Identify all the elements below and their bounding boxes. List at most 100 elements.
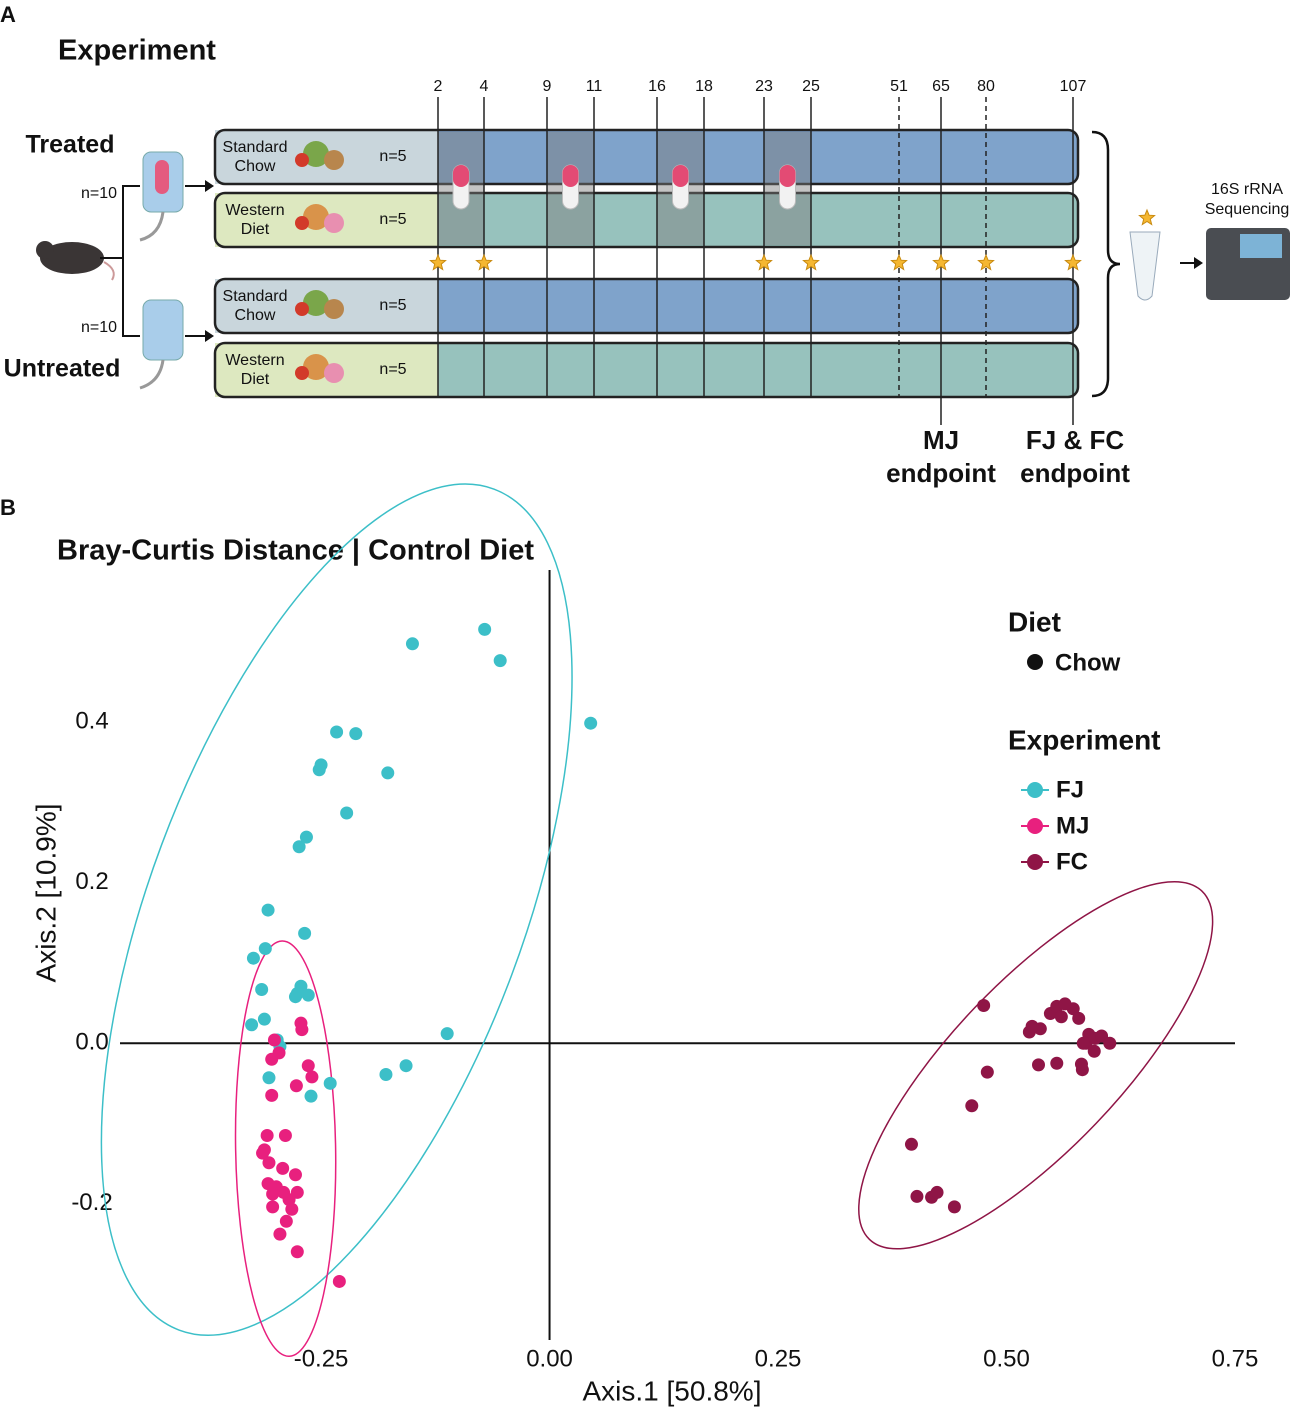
food-icon	[303, 290, 329, 316]
point	[1054, 1010, 1068, 1024]
x-axis-label: Axis.1 [50.8%]	[583, 1375, 762, 1406]
star-icon	[475, 253, 493, 271]
point	[930, 1185, 944, 1199]
legend-title: Experiment	[1008, 724, 1161, 755]
y-tick-label: 0.2	[75, 868, 108, 895]
day-label: 25	[802, 78, 820, 95]
diet-label: Diet	[241, 371, 270, 388]
chart-title: Bray-Curtis Distance | Control Diet	[57, 535, 534, 567]
x-tick-label: 0.75	[1212, 1345, 1259, 1372]
point	[405, 637, 419, 651]
star-icon	[932, 253, 950, 271]
point	[290, 1245, 304, 1259]
sequencing-label: Sequencing	[1205, 201, 1290, 218]
point	[295, 1023, 309, 1037]
arrow-head	[205, 180, 214, 342]
connector	[100, 185, 140, 337]
point	[904, 1137, 918, 1151]
diet-label: Western	[225, 202, 284, 219]
point	[266, 1187, 280, 1201]
legend-label: MJ	[1056, 812, 1089, 839]
diet-label: Chow	[235, 307, 276, 324]
point	[478, 622, 492, 636]
food-icon	[295, 216, 309, 230]
group-label: Untreated	[4, 355, 121, 383]
pill-icon	[453, 165, 469, 187]
legend-label: Chow	[1055, 649, 1121, 676]
group-size: n=5	[379, 211, 406, 228]
day-label: 16	[648, 78, 666, 95]
diet-box-outline	[213, 277, 1080, 335]
point	[301, 1059, 315, 1073]
pill-icon	[672, 165, 689, 187]
y-tick-label: 0.4	[75, 708, 108, 735]
bottle-spout	[139, 359, 165, 390]
day-label: 2	[434, 78, 443, 95]
legend-marker	[1027, 782, 1043, 798]
point	[493, 654, 507, 668]
group-size: n=5	[379, 297, 406, 314]
group-size: n=5	[379, 361, 406, 378]
point	[947, 1200, 961, 1214]
legend-marker	[1027, 818, 1043, 834]
point	[349, 727, 363, 741]
sequencer-screen	[1240, 234, 1282, 258]
day-label: 107	[1060, 78, 1087, 95]
diet-box-outline	[213, 128, 1080, 186]
diet-label: Standard	[223, 288, 288, 305]
pill-icon	[562, 165, 579, 187]
confidence-ellipse	[234, 940, 337, 1358]
point	[277, 1185, 291, 1199]
mouse-icon	[36, 241, 54, 259]
diet-box-outline	[213, 341, 1080, 399]
legend-marker	[1027, 854, 1043, 870]
endpoint-label: MJ	[923, 425, 959, 455]
day-label: 80	[977, 78, 995, 95]
x-tick-label: -0.25	[294, 1345, 349, 1372]
food-icon	[295, 366, 309, 380]
point	[299, 830, 313, 844]
point	[255, 982, 269, 996]
x-tick-label: 0.25	[755, 1345, 802, 1372]
point	[276, 1161, 290, 1175]
point	[279, 1214, 293, 1228]
point	[262, 1156, 276, 1170]
legend-label: FJ	[1056, 776, 1084, 803]
point	[977, 999, 991, 1013]
legend-marker	[1027, 654, 1043, 670]
point	[910, 1189, 924, 1203]
point	[245, 1018, 259, 1032]
day-label: 51	[890, 78, 908, 95]
point	[258, 942, 272, 956]
bottle-icon	[142, 299, 184, 361]
star-icon	[429, 253, 447, 271]
point	[312, 763, 326, 777]
point	[267, 1033, 281, 1047]
legend-title: Diet	[1008, 606, 1061, 637]
sequencing-label: 16S rRNA	[1211, 181, 1283, 198]
food-icon	[295, 302, 309, 316]
day-label: 9	[543, 78, 552, 95]
diet-label: Western	[225, 352, 284, 369]
point	[298, 926, 312, 940]
endpoint-label: endpoint	[1020, 458, 1130, 488]
point	[1087, 1044, 1101, 1058]
point	[1076, 1036, 1090, 1050]
point	[265, 1088, 279, 1102]
icons	[36, 130, 1290, 398]
point	[381, 766, 395, 780]
group-label: Treated	[26, 131, 115, 159]
pill-icon	[155, 160, 169, 194]
point	[257, 1012, 271, 1026]
x-tick-label: 0.00	[526, 1345, 573, 1372]
confidence-ellipse	[100, 483, 573, 1336]
day-label: 23	[755, 78, 773, 95]
food-icon	[303, 204, 329, 230]
star-icon	[802, 253, 820, 271]
point	[266, 1200, 280, 1214]
panel-label: B	[0, 495, 16, 520]
point	[278, 1128, 292, 1142]
point	[261, 903, 275, 917]
group-size: n=5	[379, 148, 406, 165]
